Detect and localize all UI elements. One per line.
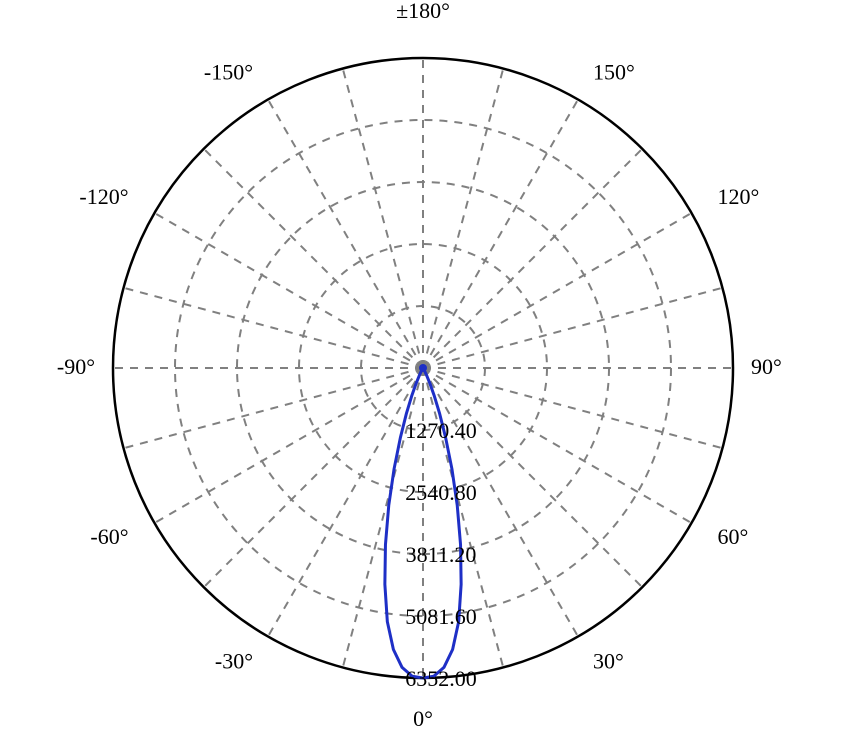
radial-tick-label: 2540.80 — [405, 480, 477, 505]
angle-tick-label: 30° — [593, 648, 624, 673]
angle-tick-label: -120° — [79, 184, 128, 209]
angle-tick-label: -60° — [90, 524, 128, 549]
angle-tick-label: -30° — [215, 648, 253, 673]
angle-tick-label: 0° — [413, 706, 433, 731]
center-dot — [419, 364, 427, 372]
radial-tick-label: 1270.40 — [405, 418, 477, 443]
angle-tick-label: ±180° — [396, 0, 450, 23]
angle-tick-label: 150° — [593, 60, 635, 85]
angle-tick-label: 60° — [717, 524, 748, 549]
radial-tick-label: 6352.00 — [405, 666, 477, 691]
polar-chart: 1270.40 2540.80 3811.20 5081.60 6352.00 0° 30°… — [0, 0, 847, 743]
angle-tick-label: -150° — [204, 60, 253, 85]
angle-tick-label: 120° — [717, 184, 759, 209]
radial-tick-label: 5081.60 — [405, 604, 477, 629]
angle-tick-label: -90° — [57, 354, 95, 379]
radial-tick-label: 3811.20 — [406, 542, 477, 567]
angle-tick-label: 90° — [751, 354, 782, 379]
